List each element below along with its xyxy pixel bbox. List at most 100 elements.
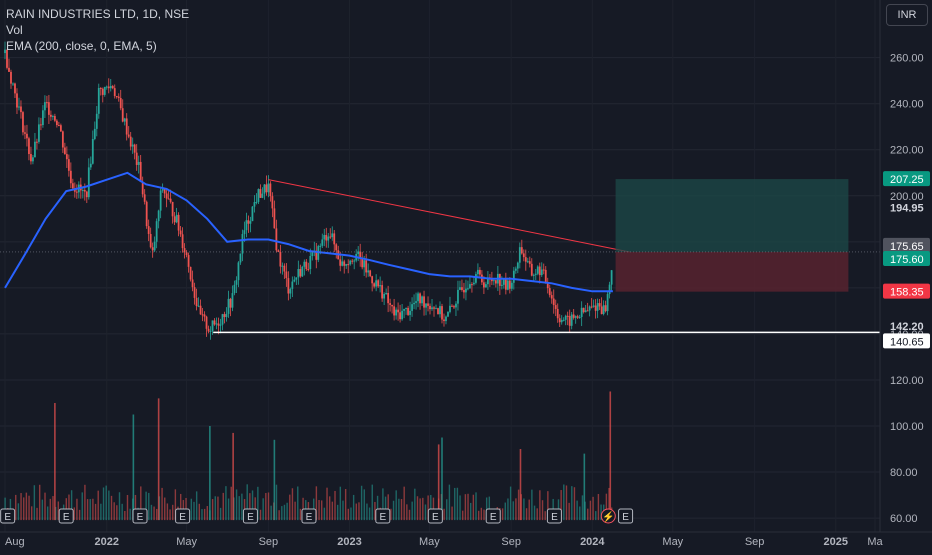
earnings-marker-label[interactable]: E — [379, 512, 386, 523]
earnings-marker[interactable] — [175, 508, 191, 524]
candle-body — [421, 296, 423, 304]
candle-body — [65, 154, 68, 160]
earnings-marker-label[interactable]: E — [306, 512, 313, 523]
candle-body — [482, 282, 485, 288]
candle-body — [469, 284, 471, 289]
candle-body — [139, 161, 142, 182]
volume-bar — [382, 488, 384, 521]
price-label-box — [883, 237, 930, 253]
volume-bar — [232, 432, 234, 521]
candle-body — [471, 284, 473, 286]
profit-zone — [615, 179, 849, 252]
volume-bar — [38, 484, 41, 521]
dividend-marker[interactable] — [600, 508, 616, 524]
earnings-marker-label[interactable]: E — [137, 512, 144, 523]
earnings-marker-label[interactable]: E — [63, 512, 70, 523]
volume-bar — [517, 489, 520, 521]
candle-body — [518, 247, 521, 263]
volume-bar — [283, 504, 286, 521]
candle-body — [227, 298, 230, 314]
candle-body — [467, 288, 469, 290]
volume-bar — [225, 486, 227, 521]
candle-body — [265, 184, 268, 193]
candle-body — [243, 230, 246, 235]
earnings-marker-label[interactable]: E — [179, 512, 186, 523]
candle-body — [498, 273, 501, 286]
earnings-marker[interactable] — [132, 508, 148, 524]
earnings-marker-label[interactable]: E — [622, 512, 629, 523]
candle-body — [46, 102, 48, 104]
candle-body — [415, 301, 417, 303]
earnings-marker-label[interactable]: E — [432, 512, 439, 523]
volume-bar — [488, 496, 491, 521]
candle-body — [159, 190, 162, 211]
candle-body — [49, 114, 52, 117]
earnings-marker-label[interactable]: E — [247, 512, 254, 523]
candle-body — [103, 86, 106, 95]
candle-body — [153, 241, 156, 251]
candle-body — [377, 280, 380, 287]
volume-bar — [161, 487, 163, 521]
dividend-marker-label[interactable]: ⚡ — [602, 510, 614, 523]
volume-bar — [140, 486, 142, 521]
candle-body — [369, 270, 372, 277]
earnings-marker[interactable] — [485, 508, 501, 524]
volume-bar — [398, 498, 400, 521]
candle-body — [578, 316, 581, 318]
volume-bar — [456, 487, 459, 521]
earnings-marker-label[interactable]: E — [551, 512, 558, 523]
earnings-marker-label[interactable]: E — [490, 512, 497, 523]
volume-bar — [92, 498, 94, 521]
volume-bar — [198, 503, 201, 521]
candle-body — [457, 289, 459, 304]
symbol-title[interactable]: RAIN INDUSTRIES LTD, 1D, NSE — [6, 7, 190, 21]
candle-body — [271, 196, 274, 209]
volume-bar — [467, 493, 469, 521]
volume-bar — [374, 501, 376, 521]
candle-body — [235, 280, 238, 285]
candle-body — [209, 331, 212, 333]
volume-bar — [419, 498, 421, 521]
candle-body — [71, 183, 74, 189]
volume-bar — [169, 509, 171, 521]
volume-bar — [148, 492, 150, 521]
earnings-marker[interactable] — [0, 508, 16, 524]
volume-bar — [291, 488, 294, 521]
volume-bar — [78, 509, 81, 521]
volume-bar — [427, 495, 429, 521]
candle-body — [197, 305, 200, 307]
earnings-marker[interactable] — [242, 508, 258, 524]
candle-body — [131, 144, 134, 147]
candle-body — [419, 293, 421, 304]
candle-body — [395, 309, 398, 316]
volume-bar — [459, 495, 461, 521]
earnings-marker[interactable] — [618, 508, 634, 524]
earnings-marker[interactable] — [546, 508, 562, 524]
candle-body — [538, 266, 541, 276]
candle-body — [492, 280, 495, 282]
volume-bar — [230, 486, 232, 521]
earnings-marker[interactable] — [375, 508, 391, 524]
candle-body — [373, 283, 376, 287]
candle-body — [586, 310, 589, 312]
currency-button[interactable]: INR — [886, 4, 928, 26]
volume-bar — [483, 509, 485, 521]
earnings-marker[interactable] — [58, 508, 74, 524]
volume-bar — [336, 504, 339, 521]
volume-bar — [246, 484, 248, 521]
earnings-marker[interactable] — [427, 508, 443, 524]
y-tick-label: 200.00 — [890, 191, 924, 203]
ema-indicator-label[interactable]: EMA (200, close, 0, EMA, 5) — [6, 39, 157, 53]
volume-indicator-label[interactable]: Vol — [6, 23, 23, 37]
candle-body — [147, 226, 150, 234]
earnings-marker-label[interactable]: E — [4, 512, 11, 523]
candle-body — [30, 154, 32, 162]
candle-body — [331, 233, 334, 238]
candle-body — [281, 265, 284, 267]
volume-bar — [105, 485, 107, 521]
candle-body — [522, 253, 525, 258]
volume-bar — [539, 490, 541, 521]
earnings-marker[interactable] — [301, 508, 317, 524]
